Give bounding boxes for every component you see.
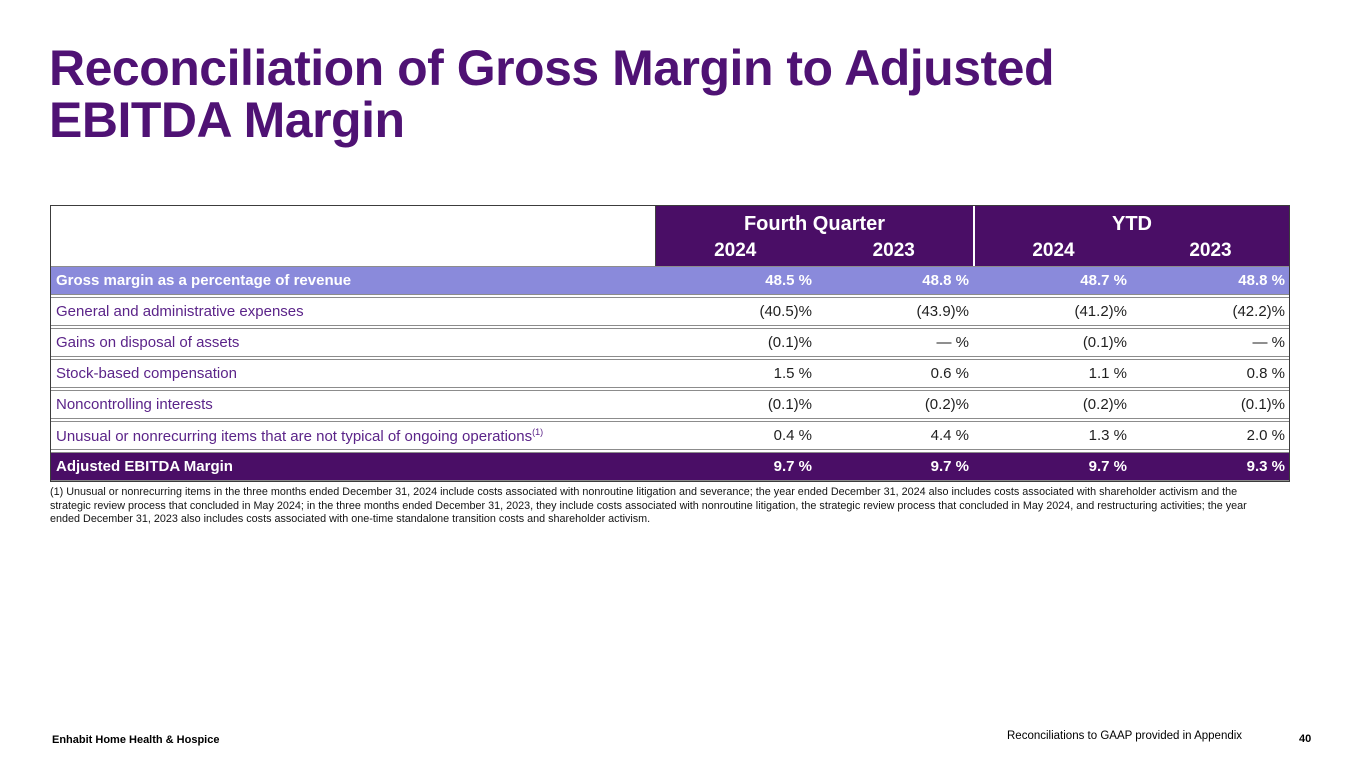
table-body: Gross margin as a percentage of revenue 4… (51, 266, 1289, 481)
row-value: 1.5 % (773, 365, 812, 382)
reconciliation-table: Fourth Quarter 2024 2023 YTD 2024 2023 G… (50, 205, 1290, 482)
row-value: 1.3 % (1088, 427, 1127, 444)
header-years: 2024 2023 (975, 239, 1289, 266)
row-value: 0.6 % (930, 365, 969, 382)
table-row: Unusual or nonrecurring items that are n… (51, 421, 1289, 450)
row-value: 48.8 % (1238, 272, 1285, 289)
row-value: (0.2)% (1082, 396, 1127, 413)
footnote: (1) Unusual or nonrecurring items in the… (50, 486, 1247, 525)
table-row: Gains on disposal of assets (0.1)% — % (0.1… (51, 328, 1289, 357)
row-label: Gross margin as a percentage of revenue (56, 272, 352, 289)
row-value: (0.1)% (767, 396, 812, 413)
column-header-year: 2024 (714, 240, 757, 261)
table-header: Fourth Quarter 2024 2023 YTD 2024 2023 (51, 206, 1289, 266)
header-group-fourth-quarter: Fourth Quarter 2024 2023 (656, 206, 973, 266)
row-value: 1.1 % (1088, 365, 1127, 382)
table-row: Gross margin as a percentage of revenue 4… (51, 266, 1289, 295)
row-value: (0.2)% (924, 396, 969, 413)
row-value: (0.1)% (1082, 334, 1127, 351)
row-label: Noncontrolling interests (56, 396, 213, 413)
table-row: General and administrative expenses (40.5… (51, 297, 1289, 326)
row-value: (42.2)% (1232, 303, 1285, 320)
header-label-cell (51, 206, 656, 266)
column-group-label: Fourth Quarter (743, 212, 886, 235)
row-value: 9.3 % (1246, 458, 1285, 475)
row-label: Unusual or nonrecurring items that are n… (56, 426, 544, 445)
page-title: Reconciliation of Gross Margin to Adjust… (49, 42, 1189, 146)
footnote-marker: (1) (532, 426, 544, 437)
row-value: 48.8 % (922, 272, 969, 289)
row-value: — % (936, 334, 969, 351)
table-row: Adjusted EBITDA Margin 9.7 % 9.7 % 9.7 % 9.3… (51, 452, 1289, 481)
row-value: (43.9)% (916, 303, 969, 320)
column-header-year: 2024 (1032, 240, 1075, 261)
row-value: 4.4 % (930, 427, 969, 444)
row-label: Adjusted EBITDA Margin (56, 458, 233, 475)
row-value: — % (1252, 334, 1285, 351)
row-value: 9.7 % (930, 458, 969, 475)
header-years: 2024 2023 (656, 239, 973, 266)
footer-gaap-note: Reconciliations to GAAP provided in Appe… (1007, 730, 1243, 742)
row-value: 48.5 % (765, 272, 812, 289)
row-value: 0.4 % (773, 427, 812, 444)
row-value: 2.0 % (1246, 427, 1285, 444)
header-group-ytd: YTD 2024 2023 (973, 206, 1289, 266)
row-value: (40.5)% (759, 303, 812, 320)
footer-company-name: Enhabit Home Health & Hospice (52, 734, 220, 746)
page-title-line-1: Reconciliation of Gross Margin to Adjust… (49, 40, 1055, 96)
page-title-line-2: EBITDA Margin (49, 92, 405, 148)
row-label: General and administrative expenses (56, 303, 304, 320)
row-label: Gains on disposal of assets (56, 334, 240, 351)
row-value: 48.7 % (1080, 272, 1127, 289)
column-header-year: 2023 (1189, 240, 1232, 261)
row-value: 9.7 % (773, 458, 812, 475)
table-row: Stock-based compensation 1.5 % 0.6 % 1.1 % 0… (51, 359, 1289, 388)
column-header-year: 2023 (872, 240, 915, 261)
table-row: Noncontrolling interests (0.1)% (0.2)% (0.2… (51, 390, 1289, 419)
column-group-label: YTD (1112, 212, 1152, 235)
row-value: (41.2)% (1074, 303, 1127, 320)
row-label: Stock-based compensation (56, 365, 237, 382)
row-value: 9.7 % (1088, 458, 1127, 475)
row-value: (0.1)% (767, 334, 812, 351)
row-value: (0.1)% (1240, 396, 1285, 413)
page-number: 40 (1299, 733, 1312, 745)
row-value: 0.8 % (1246, 365, 1285, 382)
